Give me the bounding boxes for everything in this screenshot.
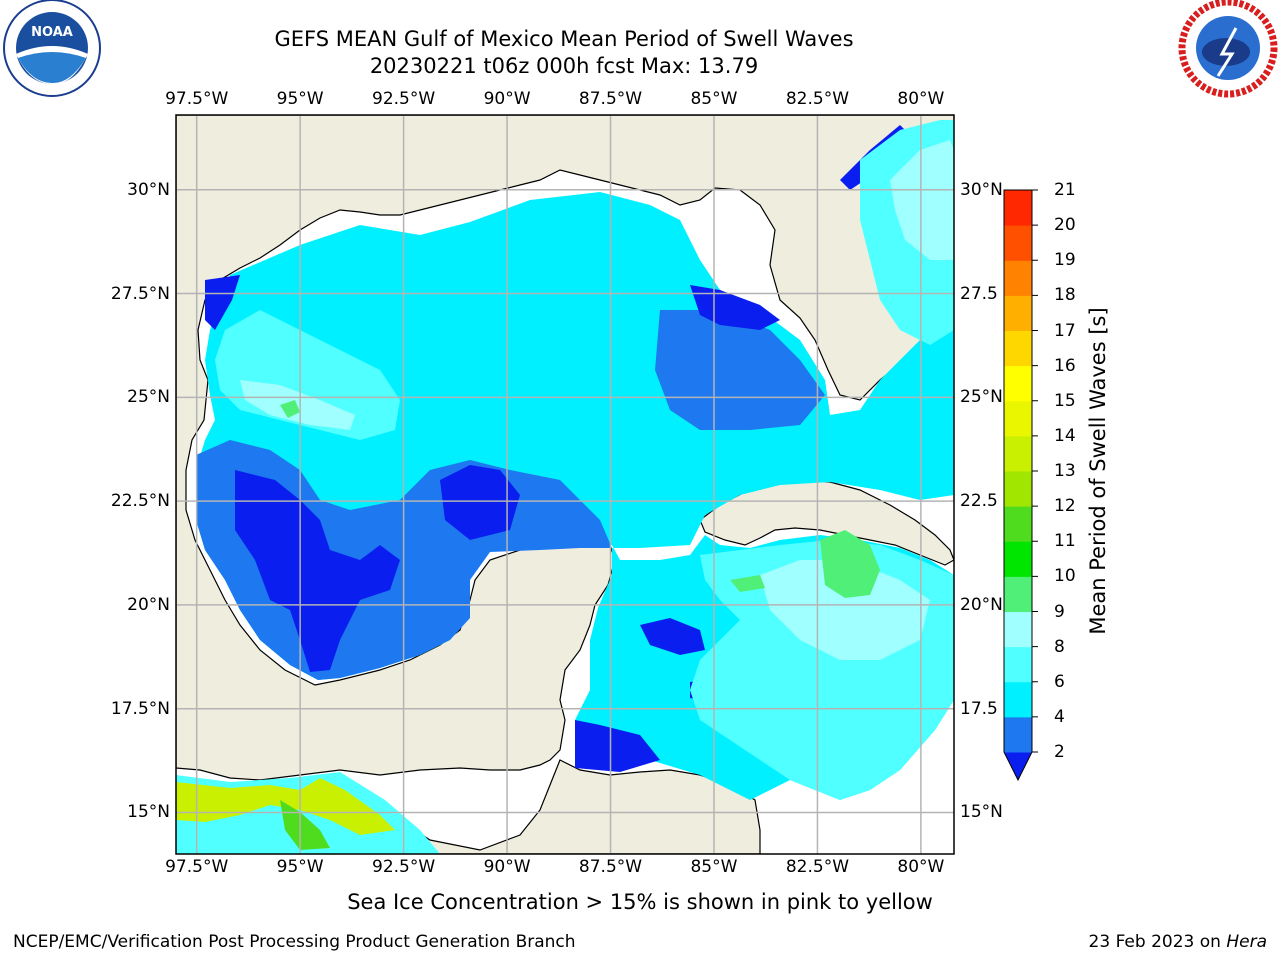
swell-below-2s <box>440 465 520 540</box>
noaa-logo: NOAA <box>3 0 101 97</box>
lon-tick-top: 80°W <box>897 89 945 109</box>
colorbar-tick-label: 18 <box>1054 285 1076 306</box>
nws-logo <box>1178 0 1278 98</box>
colorbar-segment <box>1004 716 1032 753</box>
colorbar-segment <box>1004 506 1032 542</box>
map-subtitle: 20230221 t06z 000h fcst Max: 13.79 <box>369 54 759 78</box>
swell-below-2s <box>575 720 660 772</box>
sea-ice-note: Sea Ice Concentration > 15% is shown in … <box>347 890 933 914</box>
colorbar-tick-label: 21 <box>1054 180 1076 200</box>
colorbar-tick-label: 4 <box>1054 706 1065 727</box>
colorbar-segment <box>1004 681 1032 718</box>
footer-credit: NCEP/EMC/Verification Post Processing Pr… <box>13 932 576 952</box>
colorbar-segment <box>1004 295 1032 331</box>
footer-date-text: 23 Feb 2023 on <box>1088 932 1227 952</box>
lat-tick-left: 20°N <box>127 594 170 615</box>
colorbar-extend-min <box>1004 752 1032 780</box>
swell-below-2s <box>690 285 780 330</box>
swell-8-9s <box>760 560 930 660</box>
lat-tick-left: 30°N <box>127 179 170 200</box>
lat-tick-right: 22.5 <box>960 491 998 512</box>
colorbar-tick-label: 10 <box>1054 566 1076 587</box>
lon-tick-top: 90°W <box>483 89 531 109</box>
colorbar-segment <box>1004 541 1032 577</box>
lat-tick-left: 22.5°N <box>110 491 170 512</box>
colorbar-segment <box>1004 330 1032 367</box>
swell-below-2s <box>205 275 240 330</box>
lon-tick-top: 97.5°W <box>165 89 229 109</box>
lon-tick-bottom: 85°W <box>690 857 738 877</box>
colorbar-tick-label: 11 <box>1054 531 1076 552</box>
map-frame <box>175 114 955 855</box>
lon-tick-bottom: 87.5°W <box>578 857 643 877</box>
colorbar-tick-label: 17 <box>1054 320 1076 341</box>
lat-tick-right: 20°N <box>960 594 1003 615</box>
lon-tick-top: 87.5°W <box>578 89 643 109</box>
colorbar-segment <box>1004 435 1032 472</box>
swell-8-9s <box>240 380 355 430</box>
colorbar-segment <box>1004 260 1032 296</box>
swell-2-4s <box>655 310 825 430</box>
lat-tick-left: 17.5°N <box>110 698 170 719</box>
lon-tick-bottom: 92.5°W <box>372 857 436 877</box>
map-title: GEFS MEAN Gulf of Mexico Mean Period of … <box>274 27 854 51</box>
colorbar-tick-label: 13 <box>1054 461 1076 481</box>
colorbar-segment <box>1004 471 1032 507</box>
lon-tick-bottom: 95°W <box>276 857 324 877</box>
lon-tick-bottom: 82.5°W <box>785 857 850 877</box>
footer-machine: Hera <box>1226 932 1267 952</box>
lon-tick-bottom: 80°W <box>897 857 945 877</box>
map-grid <box>176 115 954 854</box>
lat-tick-right: 15°N <box>960 802 1003 823</box>
colorbar-tick-label: 14 <box>1054 425 1076 446</box>
colorbar-segment <box>1004 576 1032 612</box>
lon-tick-top: 85°W <box>690 89 738 109</box>
swell-9-10s <box>280 400 300 418</box>
colorbar-segment <box>1004 365 1032 402</box>
lat-tick-right: 27.5 <box>960 283 998 304</box>
lat-tick-left: 27.5°N <box>110 283 170 304</box>
colorbar-tick-label: 6 <box>1054 671 1065 692</box>
colorbar <box>1003 189 1038 782</box>
colorbar-tick-label: 12 <box>1054 496 1076 517</box>
lat-tick-left: 15°N <box>127 802 170 823</box>
colorbar-tick-label: 9 <box>1054 601 1065 622</box>
colorbar-tick-label: 16 <box>1054 355 1076 376</box>
footer-date: 23 Feb 2023 on Hera <box>1089 932 1267 952</box>
colorbar-segment <box>1004 190 1032 226</box>
lat-tick-right: 25°N <box>960 387 1003 408</box>
swell-8-9s <box>890 140 954 260</box>
lon-tick-bottom: 97.5°W <box>165 857 229 877</box>
lat-tick-left: 25°N <box>127 387 170 408</box>
colorbar-tick-label: 2 <box>1054 742 1065 762</box>
swell-9-10s <box>820 530 880 598</box>
colorbar-outline <box>1003 189 1033 782</box>
lat-tick-right: 17.5 <box>960 698 998 719</box>
swell-9-10s <box>730 575 765 592</box>
swell-below-2s <box>235 470 400 672</box>
colorbar-tick-label: 8 <box>1054 636 1065 657</box>
lon-tick-top: 95°W <box>276 89 324 109</box>
colorbar-segment <box>1004 646 1032 683</box>
colorbar-tick-label: 15 <box>1054 390 1076 411</box>
colorbar-tick-label: 20 <box>1054 215 1076 236</box>
lon-tick-top: 82.5°W <box>785 89 850 109</box>
swell-below-2s <box>640 618 705 655</box>
lon-tick-top: 92.5°W <box>372 89 436 109</box>
colorbar-label: Mean Period of Swell Waves [s] <box>1086 307 1110 635</box>
colorbar-segment <box>1004 225 1032 261</box>
lat-tick-right: 30°N <box>960 179 1003 200</box>
colorbar-segment <box>1004 611 1032 648</box>
noaa-text: NOAA <box>31 25 73 40</box>
colorbar-tick-label: 19 <box>1054 250 1076 271</box>
colorbar-segment <box>1004 400 1032 437</box>
lon-tick-bottom: 90°W <box>483 857 531 877</box>
